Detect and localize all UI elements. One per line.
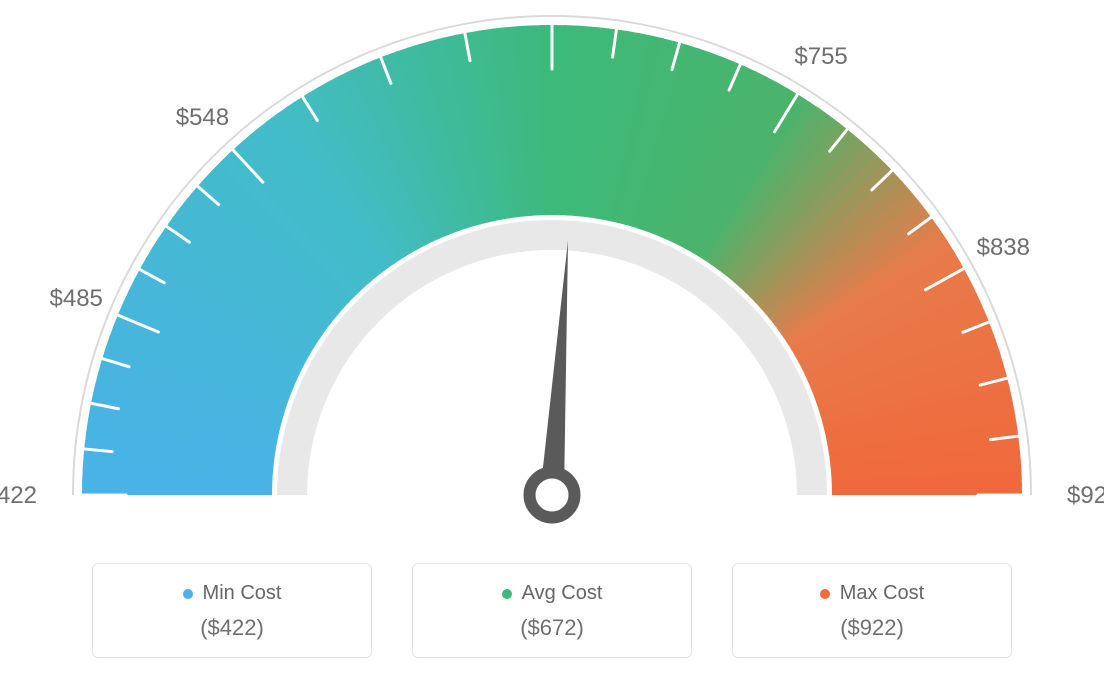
gauge-needle — [540, 241, 568, 496]
legend-card-max: Max Cost ($922) — [732, 563, 1012, 658]
legend-dot-avg — [502, 589, 512, 599]
legend-card-min: Min Cost ($422) — [92, 563, 372, 658]
gauge-label: $548 — [176, 104, 229, 131]
legend-row: Min Cost ($422) Avg Cost ($672) Max Cost… — [0, 563, 1104, 658]
gauge-label: $922 — [1067, 482, 1104, 509]
gauge-label: $838 — [977, 234, 1030, 261]
legend-dot-max — [820, 589, 830, 599]
legend-title-min: Min Cost — [183, 582, 282, 605]
legend-value-max: ($922) — [743, 615, 1001, 641]
gauge-hub — [530, 473, 575, 518]
legend-title-avg: Avg Cost — [502, 582, 603, 605]
gauge-label: $422 — [0, 482, 37, 509]
cost-gauge: $422$485$548$672$755$838$922 — [0, 0, 1104, 560]
legend-card-avg: Avg Cost ($672) — [412, 563, 692, 658]
legend-dot-min — [183, 589, 193, 599]
gauge-label: $755 — [794, 43, 847, 70]
gauge-label: $485 — [50, 285, 103, 312]
legend-value-min: ($422) — [103, 615, 361, 641]
legend-value-avg: ($672) — [423, 615, 681, 641]
legend-label-max: Max Cost — [840, 582, 924, 605]
legend-title-max: Max Cost — [820, 582, 924, 605]
legend-label-min: Min Cost — [203, 582, 282, 605]
legend-label-avg: Avg Cost — [522, 582, 603, 605]
